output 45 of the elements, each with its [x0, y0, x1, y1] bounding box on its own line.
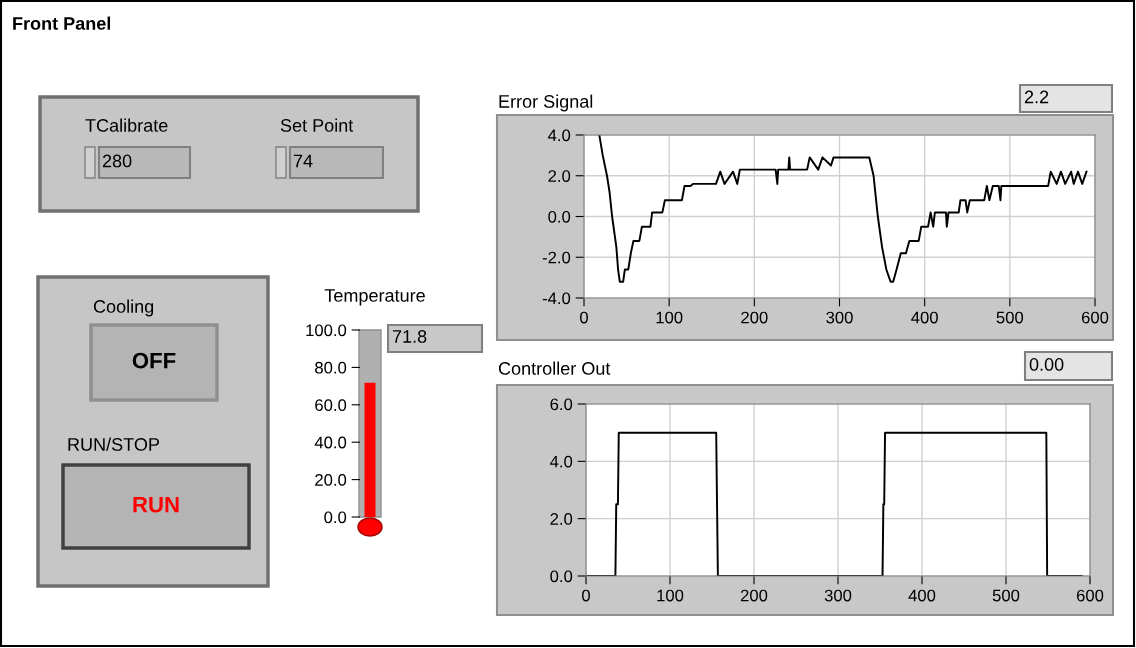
text: TCalibrate — [85, 118, 168, 132]
text: OFF — [132, 352, 176, 369]
y-tick-label: 4.0 — [548, 129, 571, 142]
chart-title: Temperature — [324, 289, 425, 306]
x-tick-label: 300 — [826, 311, 853, 324]
y-tick-label: 80.0 — [315, 361, 347, 374]
chart-title: Controller Out — [498, 361, 611, 375]
text: 280 — [102, 154, 132, 168]
y-tick-label: -2.0 — [542, 251, 571, 264]
x-tick-label: 400 — [908, 589, 936, 602]
y-tick-label: 60.0 — [315, 399, 347, 411]
y-tick-label: 0.0 — [548, 210, 571, 223]
text: Set Point — [280, 118, 354, 132]
x-tick-label: 400 — [911, 311, 938, 324]
x-tick-label: 500 — [992, 589, 1020, 602]
y-tick-label: 2.0 — [550, 513, 573, 525]
y-tick-label: -4.0 — [542, 292, 571, 305]
chart-title: Error Signal — [499, 94, 593, 112]
text: 0.00 — [1029, 358, 1064, 371]
x-tick-label: 0 — [582, 589, 590, 602]
x-tick-label: 0 — [580, 311, 588, 324]
text: RUN — [133, 496, 179, 513]
x-tick-label: 100 — [657, 589, 684, 602]
y-tick-label: 100.0 — [306, 324, 347, 337]
text: RUN/STOP — [68, 437, 160, 451]
x-tick-label: 600 — [1081, 311, 1109, 324]
x-tick-label: 100 — [656, 311, 683, 324]
text: 2.2 — [1024, 90, 1049, 104]
line-series — [598, 135, 1088, 283]
y-tick-label: 0.0 — [550, 570, 573, 583]
text: Front Panel — [13, 16, 111, 30]
text: 71.8 — [392, 330, 427, 343]
x-tick-label: 600 — [1076, 589, 1104, 602]
text: Cooling — [93, 299, 154, 317]
text: 74 — [293, 154, 313, 168]
y-tick-label: 2.0 — [548, 170, 571, 182]
y-tick-label: 40.0 — [314, 436, 347, 449]
x-tick-label: 300 — [824, 589, 852, 602]
y-tick-label: 4.0 — [550, 455, 573, 468]
y-tick-label: 6.0 — [550, 398, 573, 411]
y-tick-label: 20.0 — [315, 474, 347, 486]
y-tick-label: 0.0 — [324, 511, 347, 524]
x-tick-label: 500 — [996, 311, 1024, 324]
x-tick-label: 200 — [740, 589, 768, 602]
x-tick-label: 200 — [741, 311, 768, 324]
